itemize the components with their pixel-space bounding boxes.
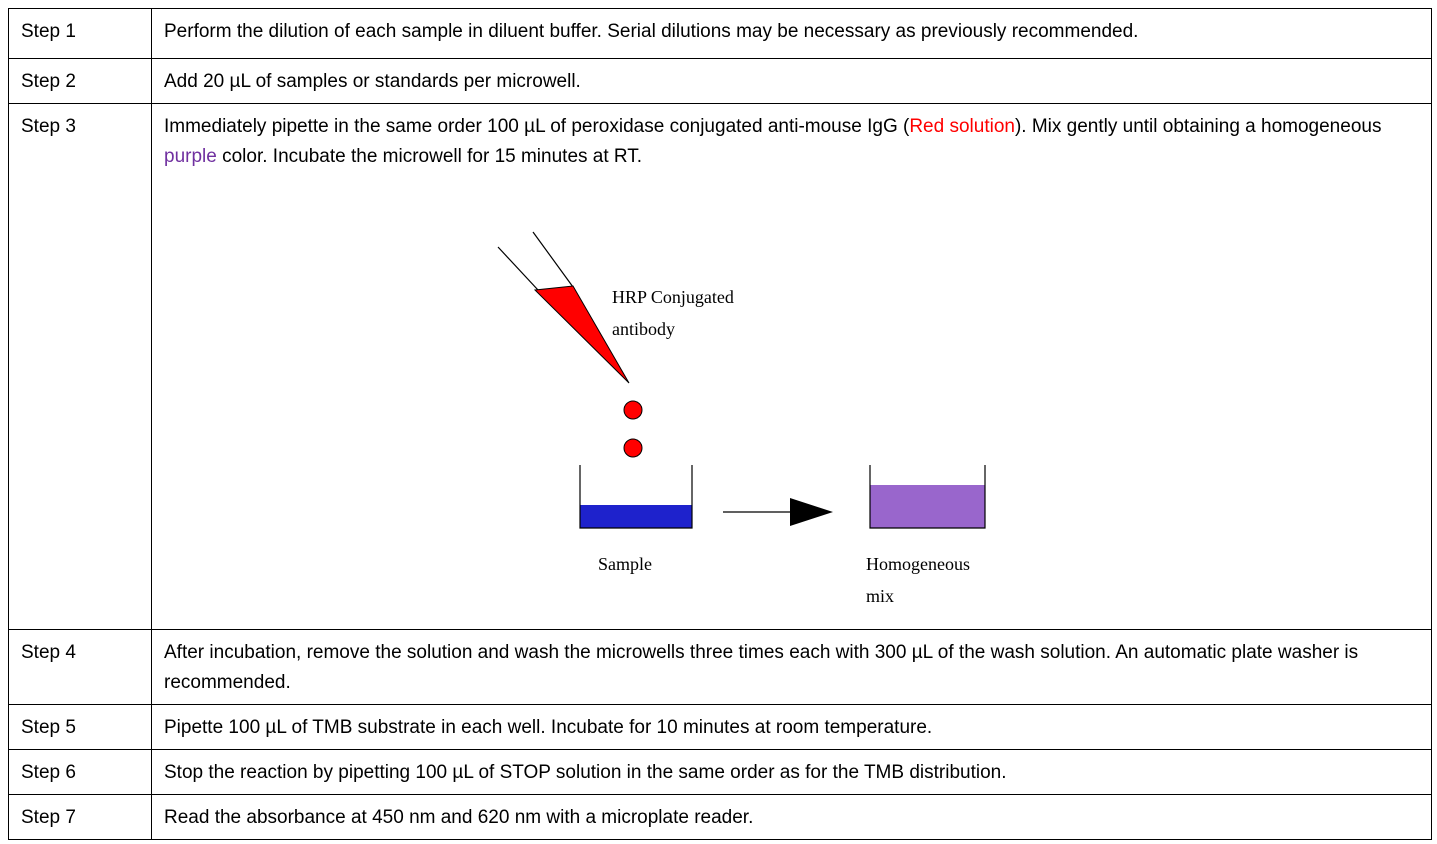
table-row: Step 5 Pipette 100 µL of TMB substrate in… [8,704,1432,750]
text-segment: Add 20 µL of samples or standards per mi… [164,71,581,92]
table-row: Step 7 Read the absorbance at 450 nm and … [8,794,1432,840]
text-segment: Perform the dilution of each sample in d… [164,21,1139,42]
table-row: Step 4 After incubation, remove the solut… [8,629,1432,705]
text-cell: After incubation, remove the solution an… [151,629,1432,705]
step-cell: Step 7 [8,794,152,840]
table-row: Step 3 Immediately pipette in the same or… [8,103,1432,630]
step-cell: Step 4 [8,629,152,705]
text-cell: Stop the reaction by pipetting 100 µL of… [151,749,1432,795]
text-cell: Perform the dilution of each sample in d… [151,8,1432,59]
step-cell: Step 2 [8,58,152,104]
text-cell: Immediately pipette in the same order 10… [151,103,1432,630]
text-segment: ). Mix gently until obtaining a homogene… [1014,116,1382,137]
text-segment: purple [164,146,217,167]
text-segment: Immediately pipette in the same order 10… [164,116,910,137]
text-segment: color. Incubate the microwell for 15 min… [216,146,643,167]
step-cell: Step 6 [8,749,152,795]
text-segment: Pipette 100 µL of TMB substrate in each … [164,717,933,738]
step-cell: Step 3 [8,103,152,630]
table-row: Step 2 Add 20 µL of samples or standards … [8,58,1432,104]
text-segment: Stop the reaction by pipetting 100 µL of… [164,762,1007,783]
text-cell: Add 20 µL of samples or standards per mi… [151,58,1432,104]
text-segment: Red solution [909,116,1015,137]
text-segment: After incubation, remove the solution an… [164,642,1359,693]
step-cell: Step 1 [8,8,152,59]
text-cell: Pipette 100 µL of TMB substrate in each … [151,704,1432,750]
text-cell: Read the absorbance at 450 nm and 620 nm… [151,794,1432,840]
protocol-table: Step 1 Perform the dilution of each sampl… [8,8,1432,840]
text-segment: Read the absorbance at 450 nm and 620 nm… [164,807,754,828]
table-row: Step 6 Stop the reaction by pipetting 100… [8,749,1432,795]
step-cell: Step 5 [8,704,152,750]
table-row: Step 1 Perform the dilution of each sampl… [8,8,1432,59]
